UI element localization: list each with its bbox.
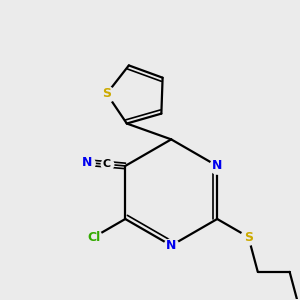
Text: N: N (212, 159, 222, 172)
Text: N: N (82, 156, 92, 169)
Text: C: C (103, 159, 111, 169)
Text: S: S (244, 230, 253, 244)
Text: S: S (102, 87, 111, 100)
Text: Cl: Cl (87, 230, 101, 244)
Text: N: N (166, 239, 176, 252)
